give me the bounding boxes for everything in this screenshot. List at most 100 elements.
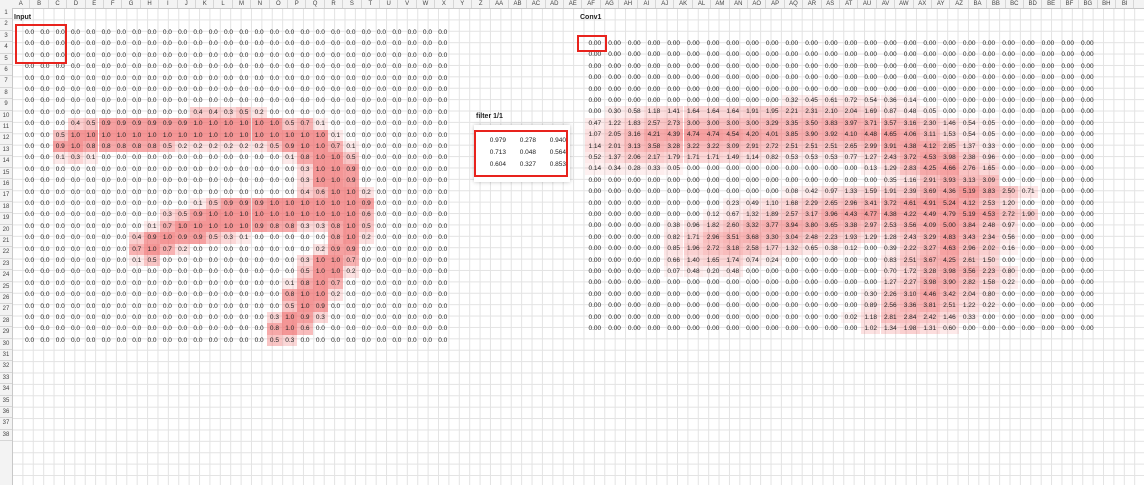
conv-cell[interactable]: 4.21 [644, 129, 664, 141]
conv-cell[interactable]: 0.00 [726, 40, 740, 47]
input-cell[interactable]: 0.5 [83, 118, 99, 130]
conv-cell[interactable]: 0.05 [663, 163, 684, 175]
input-cell[interactable]: 0.0 [132, 279, 142, 287]
conv-cell[interactable]: 2.56 [880, 300, 901, 312]
input-cell[interactable]: 0.0 [315, 336, 325, 344]
input-cell[interactable]: 0.0 [55, 97, 65, 105]
input-cell[interactable]: 0.0 [71, 222, 81, 230]
input-cell[interactable]: 0.0 [40, 291, 50, 299]
conv-cell[interactable]: 0.00 [982, 74, 996, 82]
input-cell[interactable]: 0.0 [438, 279, 448, 287]
conv-cell[interactable]: 0.52 [585, 152, 605, 164]
conv-cell[interactable]: 2.51 [801, 140, 822, 152]
conv-cell[interactable]: 2.83 [900, 163, 920, 175]
input-cell[interactable]: 0.0 [239, 40, 249, 48]
conv-cell[interactable]: 0.22 [979, 300, 999, 312]
input-cell[interactable]: 0.2 [328, 289, 344, 301]
filter-cell[interactable]: 0.979 [489, 137, 506, 144]
input-cell[interactable]: 0.0 [71, 200, 81, 207]
input-cell[interactable]: 1.0 [297, 289, 313, 301]
input-cell[interactable]: 0.0 [407, 120, 417, 128]
input-cell[interactable]: 0.0 [269, 177, 279, 185]
input-cell[interactable]: 0.0 [55, 211, 65, 219]
input-cell[interactable]: 0.0 [224, 314, 234, 321]
input-cell[interactable]: 0.0 [147, 336, 157, 344]
input-cell[interactable]: 0.0 [361, 279, 371, 287]
input-cell[interactable]: 0.0 [377, 336, 387, 344]
input-cell[interactable]: 0.0 [254, 165, 264, 173]
input-cell[interactable]: 0.0 [116, 74, 126, 82]
input-cell[interactable]: 0.8 [297, 152, 313, 164]
conv-cell[interactable]: 3.90 [939, 277, 960, 289]
input-cell[interactable]: 0.0 [86, 314, 96, 321]
conv-cell[interactable]: 1.77 [762, 243, 782, 255]
conv-cell[interactable]: 0.00 [805, 176, 818, 184]
conv-cell[interactable]: 0.00 [746, 302, 759, 310]
conv-cell[interactable]: 3.11 [919, 129, 940, 141]
input-cell[interactable]: 0.0 [331, 302, 341, 310]
input-cell[interactable]: 0.0 [361, 257, 371, 264]
input-cell[interactable]: 0.0 [40, 131, 50, 139]
input-cell[interactable]: 0.0 [377, 63, 387, 71]
conv-cell[interactable]: 3.67 [919, 254, 940, 266]
input-cell[interactable]: 0.0 [25, 302, 35, 310]
input-cell[interactable]: 0.0 [40, 51, 50, 59]
conv-cell[interactable]: 0.00 [687, 74, 700, 82]
input-cell[interactable]: 0.5 [205, 232, 221, 244]
input-cell[interactable]: 0.0 [86, 200, 96, 207]
input-cell[interactable]: 0.0 [25, 200, 35, 207]
input-cell[interactable]: 0.0 [55, 108, 65, 116]
conv-cell[interactable]: 0.00 [884, 85, 897, 93]
input-cell[interactable]: 0.3 [266, 312, 283, 324]
conv-cell[interactable]: 2.91 [919, 174, 940, 187]
input-cell[interactable]: 0.0 [193, 279, 203, 287]
input-cell[interactable]: 0.0 [300, 97, 310, 105]
conv-cell[interactable]: 2.72 [998, 209, 1019, 221]
input-cell[interactable]: 0.0 [25, 291, 35, 299]
conv-cell[interactable]: 0.00 [1081, 74, 1094, 82]
input-cell[interactable]: 0.0 [116, 245, 126, 253]
conv-cell[interactable]: 0.00 [588, 40, 602, 47]
conv-cell[interactable]: 0.00 [608, 199, 621, 207]
input-cell[interactable]: 0.0 [25, 143, 35, 150]
input-cell[interactable]: 0.0 [116, 165, 126, 173]
conv-cell[interactable]: 0.00 [667, 74, 680, 82]
conv-cell[interactable]: 0.00 [588, 51, 602, 59]
conv-cell[interactable]: 0.00 [647, 85, 661, 93]
conv-cell[interactable]: 1.28 [880, 231, 901, 244]
input-cell[interactable]: 0.0 [407, 74, 417, 82]
input-cell[interactable]: 0.0 [300, 86, 310, 93]
input-cell[interactable]: 0.0 [116, 188, 126, 196]
conv-cell[interactable]: 0.00 [1021, 97, 1035, 104]
input-cell[interactable]: 0.0 [25, 268, 35, 276]
conv-cell[interactable]: 0.00 [687, 165, 700, 173]
conv-cell[interactable]: 2.81 [880, 311, 901, 323]
input-cell[interactable]: 0.7 [129, 243, 145, 255]
conv-cell[interactable]: 0.00 [805, 302, 818, 310]
input-cell[interactable]: 1.0 [144, 243, 160, 255]
input-cell[interactable]: 0.5 [266, 334, 283, 347]
conv-cell[interactable]: 1.64 [703, 106, 723, 118]
column-header[interactable]: J [178, 0, 196, 8]
row-header[interactable]: 1 [0, 8, 12, 20]
conv-cell[interactable]: 0.85 [663, 243, 684, 255]
conv-cell[interactable]: 0.00 [824, 165, 838, 173]
conv-cell[interactable]: 1.74 [722, 254, 743, 266]
input-cell[interactable]: 0.0 [300, 245, 310, 253]
conv-cell[interactable]: 0.00 [627, 302, 641, 310]
row-header[interactable]: 22 [0, 247, 12, 259]
input-cell[interactable]: 0.0 [208, 188, 218, 196]
conv-cell[interactable]: 0.45 [801, 95, 822, 107]
conv-cell[interactable]: 0.00 [805, 85, 818, 93]
input-cell[interactable]: 0.0 [86, 108, 96, 116]
conv-cell[interactable]: 0.00 [1061, 154, 1074, 161]
input-cell[interactable]: 0.0 [116, 154, 126, 162]
conv-cell[interactable]: 0.00 [864, 85, 877, 93]
input-cell[interactable]: 0.0 [269, 245, 279, 253]
column-header[interactable]: T [362, 0, 380, 8]
input-cell[interactable]: 0.0 [40, 314, 50, 321]
input-cell[interactable]: 0.0 [132, 314, 142, 321]
input-cell[interactable]: 0.0 [162, 302, 172, 310]
conv-cell[interactable]: 2.48 [979, 220, 999, 232]
conv-cell[interactable]: 0.00 [962, 108, 976, 116]
